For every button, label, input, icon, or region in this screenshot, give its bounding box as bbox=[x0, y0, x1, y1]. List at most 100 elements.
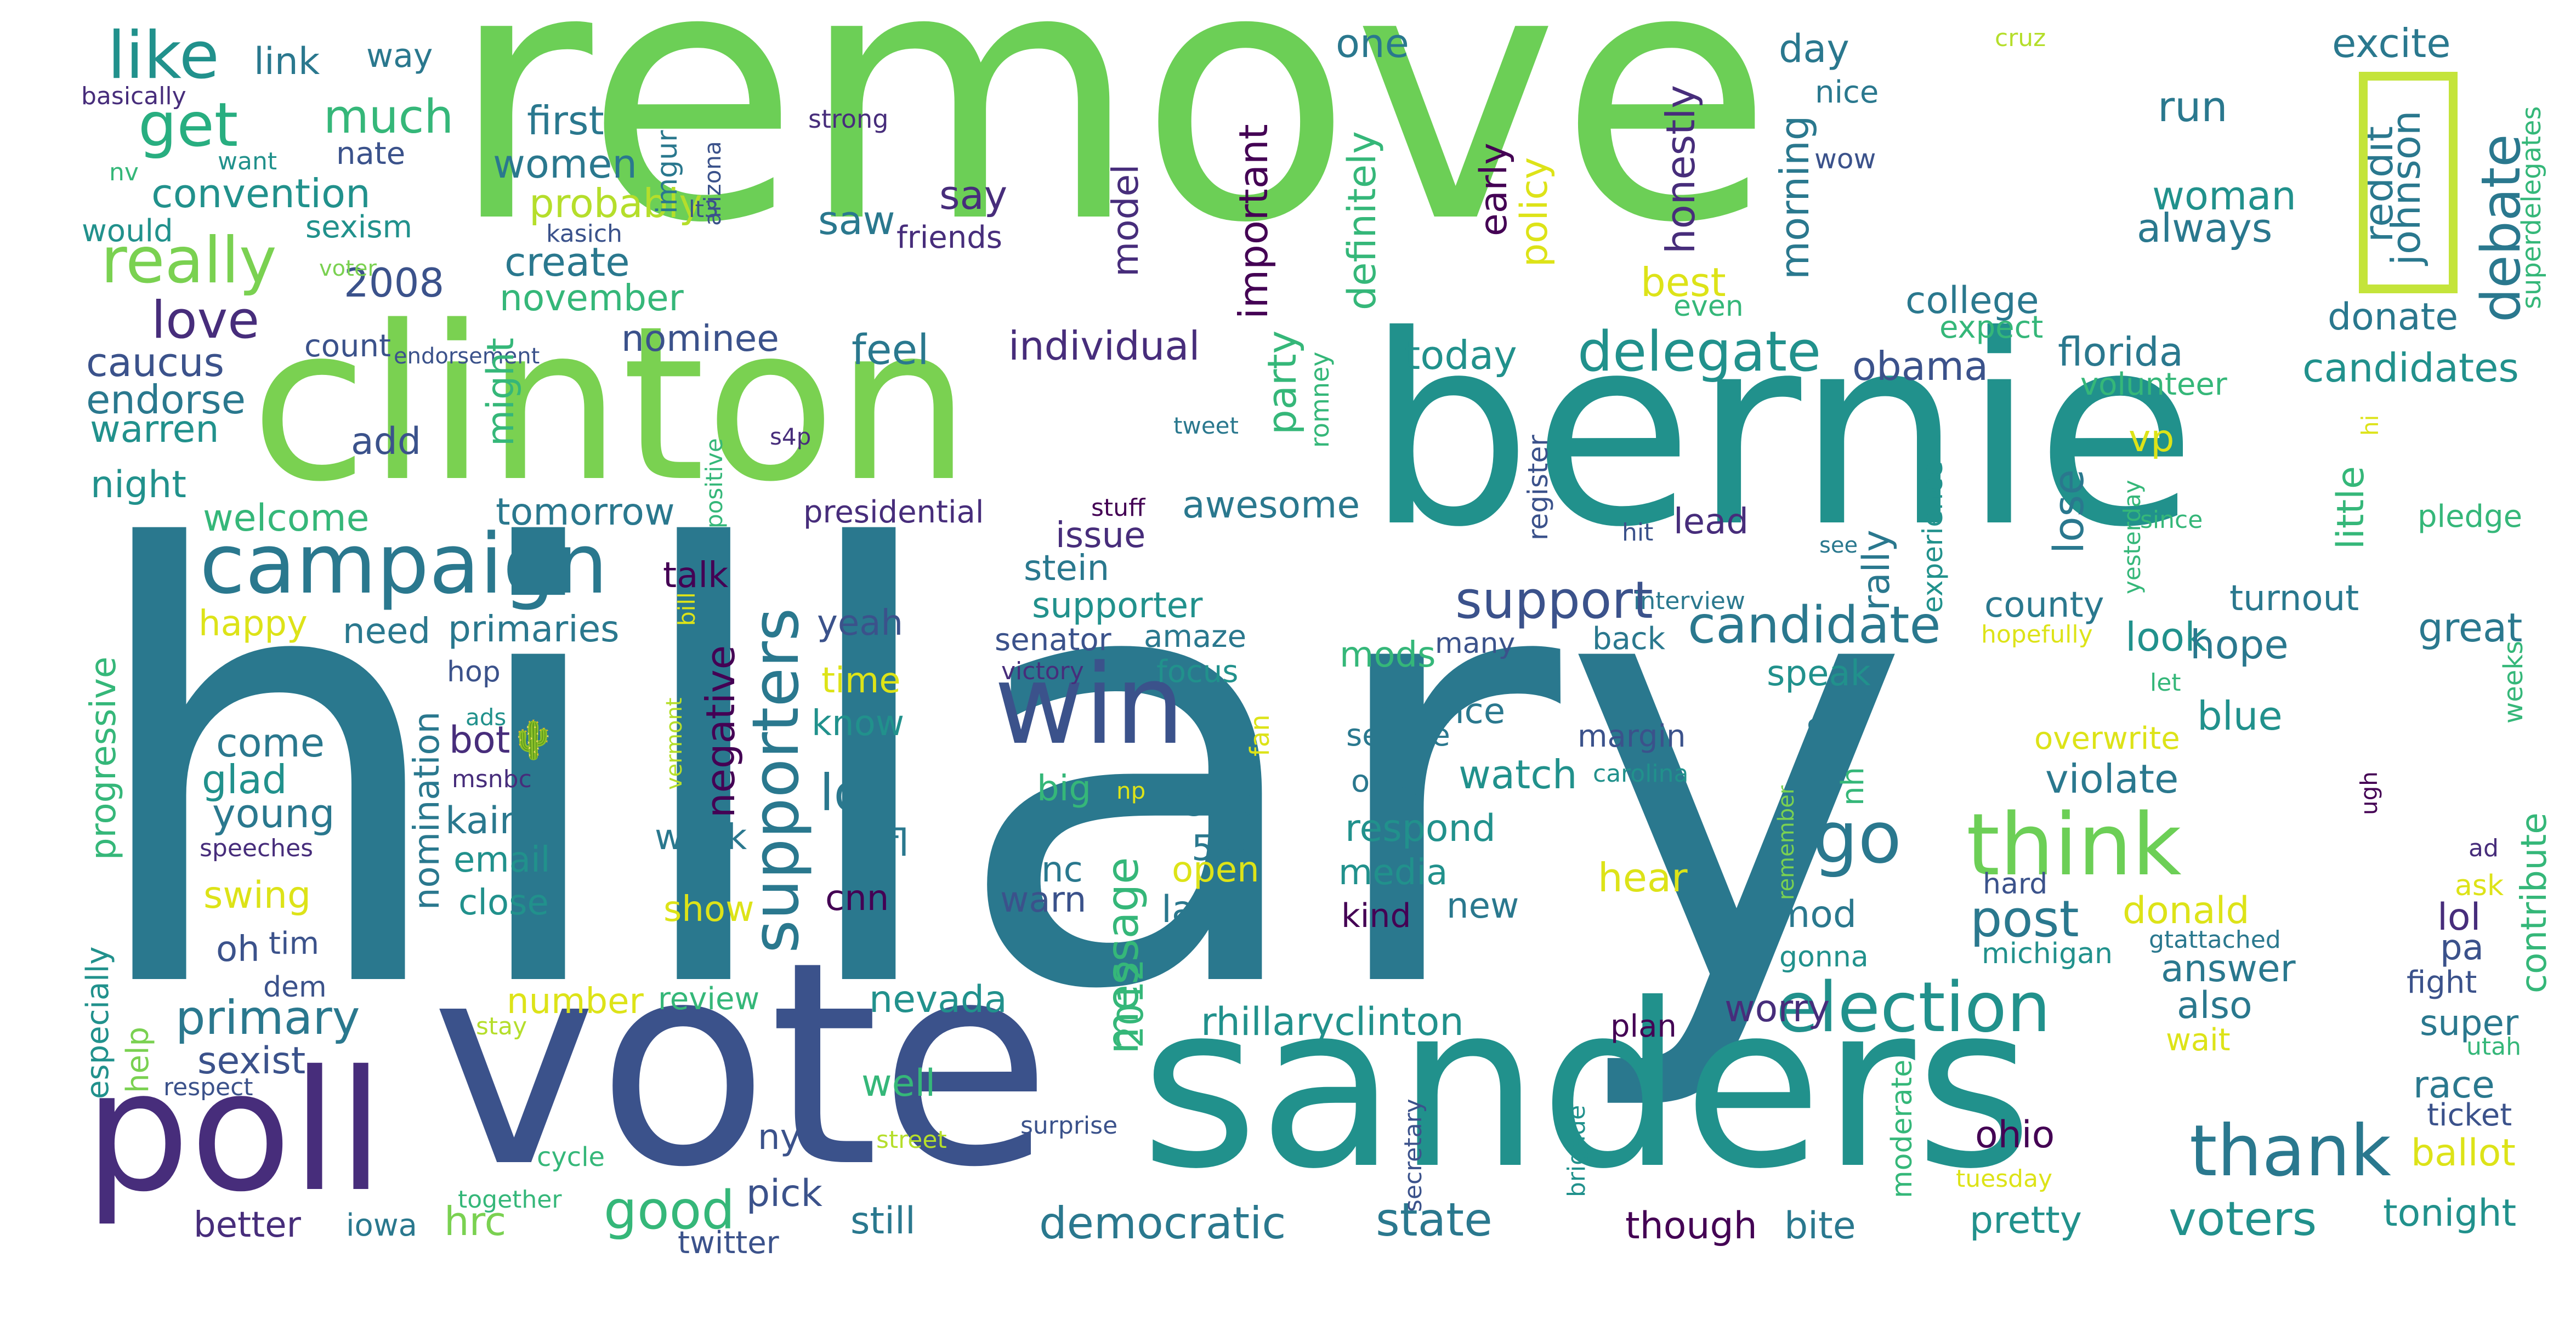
word-speeches: speeches bbox=[200, 834, 314, 862]
word-ask: ask bbox=[2455, 869, 2504, 902]
word-best: best bbox=[1641, 259, 1726, 305]
word-primary: primary bbox=[175, 991, 360, 1045]
word-expect: expect bbox=[1939, 310, 2044, 345]
word-morning: morning bbox=[1772, 115, 1818, 280]
word-stay: stay bbox=[476, 1012, 527, 1040]
word-last: last bbox=[1161, 888, 1229, 931]
word-cruz: cruz bbox=[1995, 24, 2046, 52]
word-lose: lose bbox=[2044, 469, 2093, 554]
word-much: much bbox=[324, 90, 454, 144]
word-back: back bbox=[1592, 621, 1666, 657]
word-sanders: sanders bbox=[1141, 956, 2033, 1219]
word-nomination: nomination bbox=[407, 711, 447, 910]
word-november: november bbox=[500, 277, 684, 319]
word-vp: vp bbox=[2129, 417, 2175, 460]
word-moderate: moderate bbox=[1886, 1059, 1919, 1198]
word-kaine: kaine bbox=[445, 799, 546, 843]
word-tonight: tonight bbox=[2383, 1192, 2517, 1235]
word-obama: obama bbox=[1852, 343, 1989, 389]
word-kasich: kasich bbox=[546, 220, 622, 248]
word-well: well bbox=[861, 1062, 936, 1105]
word-mods: mods bbox=[1340, 635, 1436, 675]
word-oh: oh bbox=[216, 929, 260, 970]
word-close: close bbox=[458, 883, 549, 923]
word-sexism: sexism bbox=[305, 209, 413, 245]
word-post: post bbox=[1970, 890, 2079, 948]
word-know: know bbox=[812, 703, 905, 744]
word-hrc: hrc bbox=[444, 1198, 507, 1244]
word-democratic: democratic bbox=[1039, 1198, 1286, 1249]
word-yesterday: yesterday bbox=[2119, 480, 2146, 594]
word-show: show bbox=[663, 889, 754, 930]
word-also: also bbox=[2177, 984, 2252, 1027]
word-even: even bbox=[1673, 290, 1744, 323]
word-endorsement: endorsement bbox=[394, 344, 540, 369]
word-ticket: ticket bbox=[2427, 1097, 2512, 1133]
word-convention: convention bbox=[151, 170, 371, 217]
word-friends: friends bbox=[897, 220, 1002, 255]
word-tweet: tweet bbox=[1173, 412, 1239, 439]
word-2008: 2008 bbox=[344, 260, 445, 306]
word-dem: dem bbox=[263, 971, 327, 1004]
word-ny: ny bbox=[758, 1117, 801, 1158]
word-college: college bbox=[1905, 279, 2039, 322]
word-happy: happy bbox=[198, 604, 308, 644]
word-strong: strong bbox=[808, 104, 889, 134]
word-carolina: carolina bbox=[1593, 760, 1689, 788]
word-help: help bbox=[120, 1026, 156, 1093]
word-hillary: hillary bbox=[78, 427, 1913, 1119]
word-might: might bbox=[479, 337, 523, 446]
word-nate: nate bbox=[336, 136, 406, 172]
word-lead: lead bbox=[1673, 502, 1749, 542]
word-support: support bbox=[1455, 571, 1653, 630]
word-warn: warn bbox=[1000, 880, 1087, 920]
word-wait: wait bbox=[2166, 1022, 2231, 1058]
word-better: better bbox=[194, 1205, 301, 1245]
word-add: add bbox=[351, 420, 421, 463]
word-street: street bbox=[876, 1126, 947, 1154]
word-endorse: endorse bbox=[86, 377, 246, 423]
word-ballot: ballot bbox=[2411, 1131, 2516, 1175]
word-basically: basically bbox=[81, 82, 186, 110]
word-honestly: honestly bbox=[1658, 85, 1704, 254]
word-primaries: primaries bbox=[448, 608, 620, 650]
word-warren: warren bbox=[90, 408, 219, 451]
word-blue: blue bbox=[2197, 693, 2283, 739]
word-women: women bbox=[493, 141, 638, 187]
word-volunteer: volunteer bbox=[2080, 367, 2227, 402]
word-really: really bbox=[101, 224, 277, 298]
word-nv: nv bbox=[109, 158, 139, 186]
word-voters: voters bbox=[2169, 1192, 2317, 1247]
word-excite: excite bbox=[2332, 20, 2451, 66]
word-experience: experience bbox=[1917, 460, 1949, 613]
word-individual: individual bbox=[1008, 323, 1200, 369]
word-need: need bbox=[343, 611, 430, 652]
word-tuesday: tuesday bbox=[1956, 1165, 2053, 1193]
word-swing: swing bbox=[203, 874, 311, 917]
word-respect: respect bbox=[163, 1073, 253, 1101]
word-first: first bbox=[527, 98, 604, 144]
word-link: link bbox=[254, 40, 320, 83]
word-presidential: presidential bbox=[803, 494, 984, 530]
word-policy: policy bbox=[1513, 157, 1556, 267]
word-negative: negative bbox=[697, 645, 744, 818]
word-cnn: cnn bbox=[825, 878, 889, 919]
word-margin: margin bbox=[1578, 719, 1686, 754]
word-yeah: yeah bbox=[817, 603, 904, 644]
word-see: see bbox=[1819, 533, 1858, 558]
word-nevada: nevada bbox=[869, 978, 1007, 1021]
word-definitely: definitely bbox=[1340, 131, 1385, 310]
word-lot: lot bbox=[820, 764, 884, 822]
word-number: number bbox=[507, 981, 644, 1022]
word-thank: thank bbox=[2189, 1110, 2391, 1192]
word-ugh: ugh bbox=[2356, 771, 2382, 815]
word-win: win bbox=[994, 641, 1185, 769]
word-come: come bbox=[216, 720, 325, 766]
word-tomorrow: tomorrow bbox=[496, 491, 675, 534]
word-contribute: contribute bbox=[2514, 812, 2555, 993]
word-new: new bbox=[1446, 886, 1519, 926]
word-nice: nice bbox=[1815, 75, 1879, 110]
word-county: county bbox=[1984, 585, 2104, 625]
word-mod: mod bbox=[1774, 893, 1857, 936]
